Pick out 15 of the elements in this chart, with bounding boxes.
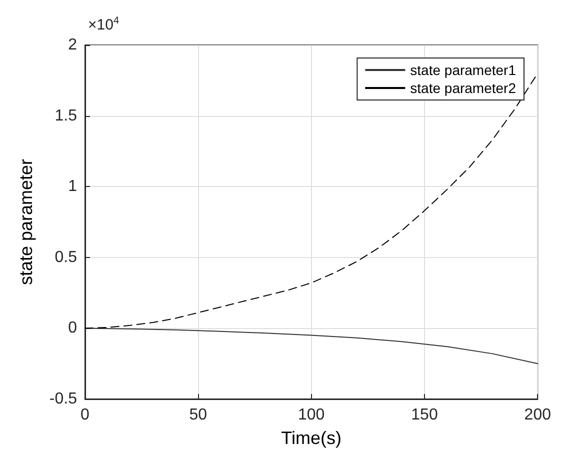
y-tick-label: 0 <box>68 320 78 337</box>
x-tick-label: 200 <box>524 406 552 424</box>
legend-label: state parameter2 <box>410 80 516 96</box>
x-tick-label: 150 <box>411 406 438 424</box>
y-tick-label: 1.5 <box>54 107 78 124</box>
y-tick-label: -0.5 <box>49 390 78 408</box>
x-axis-title: Time(s) <box>281 428 342 448</box>
y-tick-label: 2 <box>68 36 78 54</box>
x-tick-label: 100 <box>298 406 325 424</box>
x-tick-label: 0 <box>80 406 90 424</box>
y-tick-label: 0.5 <box>54 248 78 266</box>
x-tick-label: 50 <box>189 406 208 424</box>
y-tick-label: 1 <box>68 178 78 196</box>
legend-label: state parameter1 <box>410 62 516 78</box>
y-axis-title: state parameter <box>16 158 36 286</box>
